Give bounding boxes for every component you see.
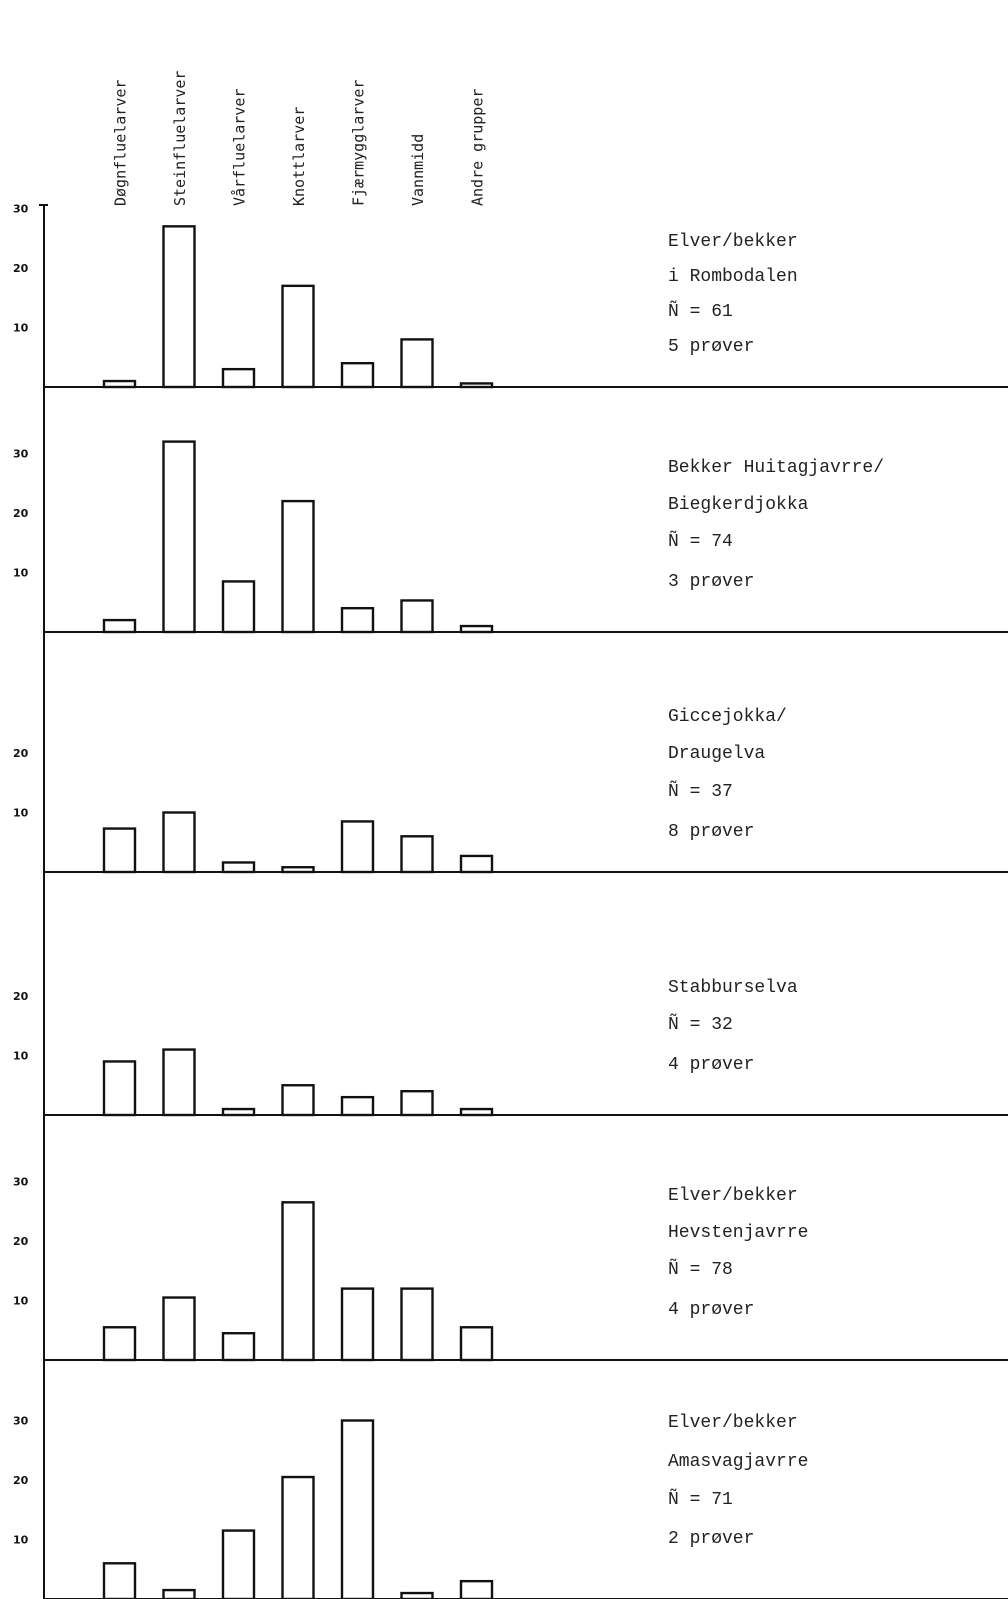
bar [281, 284, 315, 389]
y-tick-label: 10 [13, 807, 29, 820]
bar [459, 1326, 494, 1362]
bar [459, 854, 494, 874]
y-tick-label: 30 [13, 1415, 29, 1428]
bar [162, 811, 196, 874]
bar [340, 362, 375, 389]
bar [221, 367, 256, 389]
bar [221, 1107, 256, 1117]
chart-panel: 10 20 30 Bekker Huitagjavrre/Biegkerdjokka Ñ… [13, 440, 1008, 634]
bar [281, 1475, 315, 1599]
bar [281, 1201, 315, 1362]
category-label: Steinfluelarver [171, 71, 189, 206]
bar [221, 580, 256, 634]
panel-annotation: 4 prøver [668, 1055, 754, 1075]
bar [162, 1588, 196, 1599]
bar [162, 1048, 196, 1117]
chart-panels: 10 20 30 Elver/bekker i Rombodalen Ñ = 61 5 pr… [13, 203, 1008, 1599]
bar [459, 382, 494, 389]
bar [400, 338, 434, 389]
panel-annotation: Ñ = 32 [668, 1014, 733, 1035]
bar [102, 618, 137, 634]
panel-annotation: i Rombodalen [668, 267, 798, 287]
panel-annotation: Biegkerdjokka [668, 495, 809, 515]
bar [281, 1084, 315, 1117]
y-tick-label: 10 [13, 567, 29, 580]
y-tick-label: 30 [13, 203, 29, 216]
bar [102, 1326, 137, 1362]
bar [221, 1332, 256, 1362]
category-labels: Døgnfluelarver Steinfluelarver Vårfluelarv… [112, 71, 487, 206]
bar [400, 1591, 434, 1599]
panel-annotation: Elver/bekker [668, 232, 798, 252]
panel-annotation: Ñ = 37 [668, 781, 733, 802]
bar [102, 827, 137, 874]
y-tick-label: 20 [13, 1474, 29, 1487]
chart-panel: 10 20 30 Elver/bekker Amasvagjavrre Ñ = 71 2 p… [13, 1413, 1008, 1599]
bar [400, 1287, 434, 1362]
bar [281, 866, 315, 874]
panel-annotation: 4 prøver [668, 1300, 754, 1320]
chart-panel: 10 20 30 Elver/bekker Hevstenjavrre Ñ = 78 4 p… [13, 1176, 1008, 1362]
bar [102, 379, 137, 389]
bar [281, 499, 315, 634]
bar [221, 1529, 256, 1599]
panel-annotation: Draugelva [668, 744, 765, 764]
panel-annotation: Ñ = 71 [668, 1489, 733, 1510]
bar [162, 225, 196, 389]
panel-annotation: Ñ = 78 [668, 1259, 733, 1280]
bar [459, 1107, 494, 1117]
panel-annotation: 2 prøver [668, 1529, 754, 1549]
panel-annotation: Ñ = 74 [668, 531, 733, 552]
y-tick-label: 10 [13, 1050, 29, 1063]
bar [400, 599, 434, 634]
y-tick-label: 20 [13, 990, 29, 1003]
bar [400, 835, 434, 874]
bar [340, 820, 375, 874]
category-label: Døgnfluelarver [112, 80, 130, 206]
y-tick-label: 10 [13, 1534, 29, 1547]
bar [340, 607, 375, 634]
panel-annotation: Elver/bekker [668, 1413, 798, 1433]
chart-panel: 10 20 30 Elver/bekker i Rombodalen Ñ = 61 5 pr… [13, 203, 1008, 389]
bar [340, 1095, 375, 1117]
category-label: Fjærmygglarver [350, 80, 368, 206]
category-label: Vannmidd [409, 134, 427, 206]
panel-annotation: Ñ = 61 [668, 301, 733, 322]
bar [459, 1579, 494, 1599]
y-tick-label: 30 [13, 448, 29, 461]
chart-panel: 10 20 Giccejokka/Draugelva Ñ = 37 8 prøver [13, 707, 1008, 874]
chart-panel: 10 20 Stabburselva Ñ = 32 4 prøver [13, 978, 1008, 1117]
y-tick-label: 20 [13, 1235, 29, 1248]
y-tick-label: 10 [13, 1295, 29, 1308]
bar [340, 1419, 375, 1599]
category-label: Andre grupper [469, 89, 487, 206]
bar [340, 1287, 375, 1362]
panel-annotation: 5 prøver [668, 337, 754, 357]
bar [221, 861, 256, 874]
category-label: Knottlarver [290, 107, 308, 206]
bar [102, 1060, 137, 1117]
bar [162, 440, 196, 634]
category-label: Vårfluelarver [231, 89, 249, 206]
bar [162, 1296, 196, 1362]
panel-annotation: Hevstenjavrre [668, 1223, 808, 1243]
panel-annotation: Bekker Huitagjavrre/ [668, 458, 884, 478]
y-tick-label: 20 [13, 262, 29, 275]
bar [459, 624, 494, 634]
panel-annotation: 8 prøver [668, 822, 754, 842]
y-tick-label: 30 [13, 1176, 29, 1189]
bar [102, 1562, 137, 1599]
panel-annotation: Elver/bekker [668, 1186, 798, 1206]
y-tick-label: 20 [13, 747, 29, 760]
panel-annotation: Giccejokka/ [668, 707, 787, 727]
bar [400, 1089, 434, 1117]
y-tick-label: 10 [13, 322, 29, 335]
panel-annotation: Amasvagjavrre [668, 1452, 808, 1472]
panel-annotation: Stabburselva [668, 978, 798, 998]
panel-annotation: 3 prøver [668, 572, 754, 592]
y-tick-label: 20 [13, 507, 29, 520]
